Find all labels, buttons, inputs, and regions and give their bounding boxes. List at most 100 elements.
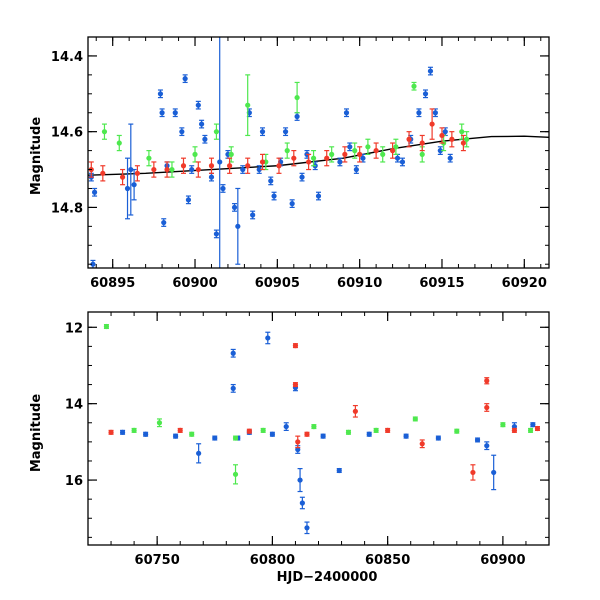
data-point [172,108,178,118]
data-point [419,134,425,152]
data-point [189,431,195,437]
data-point [291,150,297,167]
data-point [345,429,352,435]
bottom-y-tick-label: 16 [65,474,83,489]
data-point [119,429,126,435]
data-point [393,138,399,155]
data-point [530,422,536,428]
data-point [199,119,205,129]
bottom-y-tick-label: 14 [65,398,83,413]
bottom-panel: 60750 60800 60850 60900 12 14 16 [65,311,550,568]
data-point [500,422,506,428]
bottom-x-tick-label: 60750 [135,553,180,568]
data-point [179,127,185,137]
data-point [230,383,236,393]
data-point [246,428,252,434]
data-point [226,157,233,174]
data-point [484,441,490,451]
data-point [432,108,438,118]
data-point [294,112,300,121]
top-x-tick-label: 60895 [90,276,135,291]
data-point [411,81,417,91]
data-point [208,157,215,174]
data-point [484,377,490,385]
data-point [399,157,406,167]
data-point [365,138,371,155]
data-point [449,131,455,148]
data-point [103,323,110,330]
data-point [380,146,386,163]
top-panel: 60895 60900 60905 60910 60915 60920 14.4 14.6 14… [51,36,550,291]
data-point [342,146,348,163]
data-point [169,161,175,178]
top-y-tick-label: 14.4 [51,50,83,65]
data-point [228,146,234,163]
bottom-plot-area [103,323,541,535]
data-point [336,467,342,474]
data-point [385,427,391,434]
data-point [265,331,271,345]
data-point [259,153,266,171]
data-point [366,431,372,437]
bottom-y-axis-title: Magnitude [29,394,44,473]
data-point [213,229,220,239]
data-point [202,134,208,144]
data-point [245,157,251,174]
data-point [108,429,114,435]
bottom-plot-frame [87,311,550,546]
bottom-y-tick-label: 12 [65,321,83,336]
data-point [357,146,363,163]
data-point [256,165,262,174]
data-point [427,66,434,76]
data-point [180,157,187,174]
data-point [282,127,289,137]
data-point [422,89,429,99]
top-x-tick-label: 60900 [172,276,217,291]
top-series-red [88,108,466,186]
data-point [196,443,202,464]
data-point [232,464,239,485]
data-point [437,146,443,155]
data-point [297,468,303,493]
data-point [195,100,201,110]
data-point [329,146,335,163]
data-point [484,403,490,412]
data-point [185,195,192,205]
data-point [360,153,366,163]
data-point [134,165,140,182]
data-point [470,464,476,481]
data-point [119,168,126,186]
data-point [260,427,266,434]
data-point [131,168,137,201]
model-curve [88,135,549,176]
top-plot-area [88,37,549,268]
data-point [217,37,223,268]
data-point [250,210,256,220]
data-point [271,191,277,201]
data-point [269,431,275,437]
bottom-series-green [103,323,534,485]
data-point [439,127,445,144]
data-point [474,437,481,443]
data-point [212,435,218,441]
data-point [412,416,418,422]
data-point [389,142,396,159]
top-x-tick-label: 60910 [337,276,382,291]
data-point [230,348,236,358]
data-point [406,131,412,148]
data-point [172,433,179,439]
data-point [128,123,134,216]
data-point [292,381,299,388]
data-point [527,427,534,434]
data-point [304,521,310,535]
data-point [189,165,195,174]
bottom-x-tick-label: 60800 [250,553,295,568]
data-point [454,428,460,434]
data-point [295,445,301,454]
data-point [324,150,330,167]
data-point [373,142,379,159]
data-point [276,157,282,174]
data-point [159,108,165,118]
data-point [151,161,157,178]
top-y-tick-label: 14.6 [51,126,83,141]
